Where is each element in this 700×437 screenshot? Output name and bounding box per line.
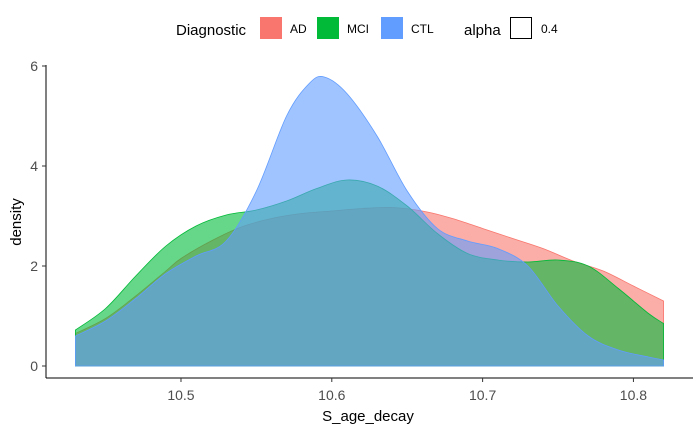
x-tick-label: 10.8 bbox=[620, 387, 647, 403]
legend-label-ctl: CTL bbox=[411, 22, 434, 36]
x-axis-title: S_age_decay bbox=[322, 408, 414, 425]
legend: Diagnostic AD MCI CTL alpha 0.4 bbox=[176, 17, 558, 39]
y-tick-label: 2 bbox=[30, 258, 38, 274]
x-tick-label: 10.7 bbox=[469, 387, 496, 403]
y-tick-label: 6 bbox=[30, 58, 38, 74]
legend-key-alpha bbox=[510, 17, 532, 39]
legend-label-mci: MCI bbox=[347, 22, 369, 36]
x-tick-label: 10.6 bbox=[318, 387, 345, 403]
legend-key-mci bbox=[317, 17, 339, 39]
y-tick-label: 4 bbox=[30, 158, 38, 174]
legend-key-ad bbox=[260, 17, 282, 39]
x-axis-ticks: 10.5 10.6 10.7 10.8 bbox=[167, 378, 647, 403]
legend-label-alpha-value: 0.4 bbox=[541, 22, 558, 36]
y-tick-label: 0 bbox=[30, 358, 38, 374]
density-area-ctl bbox=[75, 75, 664, 367]
legend-label-ad: AD bbox=[290, 22, 307, 36]
x-tick-label: 10.5 bbox=[167, 387, 194, 403]
y-axis-title: density bbox=[8, 198, 25, 246]
density-areas bbox=[75, 75, 664, 367]
legend-fill-title: Diagnostic bbox=[176, 22, 247, 39]
legend-key-ctl bbox=[381, 17, 403, 39]
y-axis-ticks: 0 2 4 6 bbox=[30, 58, 46, 374]
legend-alpha-title: alpha bbox=[464, 22, 501, 39]
